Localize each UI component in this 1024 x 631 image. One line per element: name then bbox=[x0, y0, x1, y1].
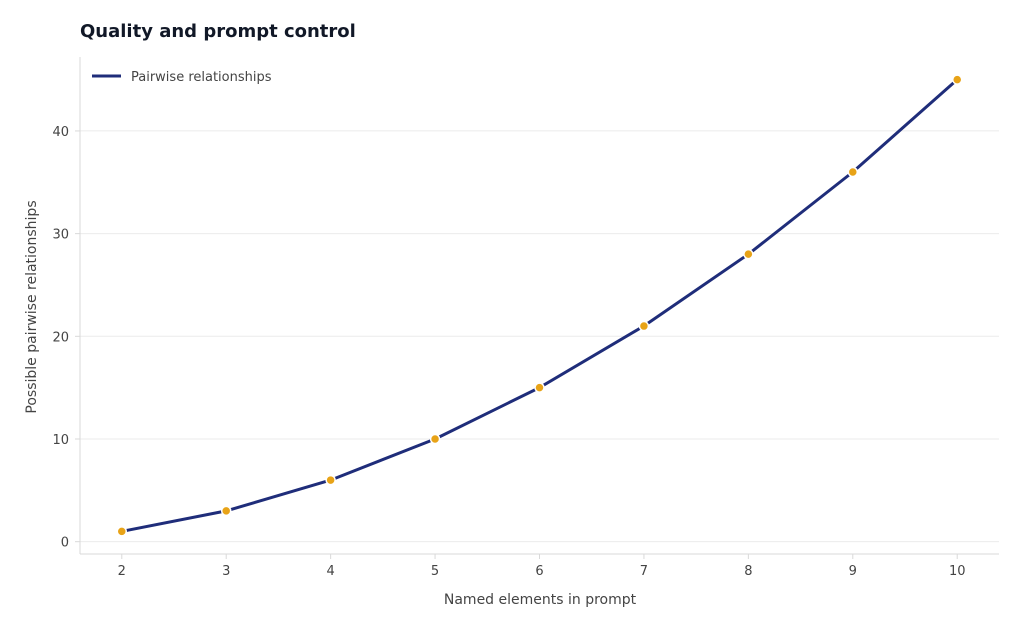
chart-title: Quality and prompt control bbox=[80, 21, 356, 42]
y-axis-label: Possible pairwise relationships bbox=[24, 200, 40, 413]
y-tick-label-0: 0 bbox=[61, 536, 69, 551]
grid-lines bbox=[80, 130, 999, 543]
x-tick-label-2: 4 bbox=[326, 564, 334, 579]
data-point-8 bbox=[951, 74, 963, 85]
y-tick-labels: 0 10 20 30 40 bbox=[52, 125, 69, 551]
x-tick-label-4: 6 bbox=[535, 564, 543, 579]
x-tick-label-6: 8 bbox=[744, 564, 752, 579]
legend: Pairwise relationships bbox=[92, 70, 272, 85]
data-point-1 bbox=[220, 505, 232, 517]
data-point-5 bbox=[638, 320, 650, 332]
data-point-4 bbox=[534, 382, 545, 393]
x-tick-label-8: 10 bbox=[949, 564, 966, 579]
x-tick-label-1: 3 bbox=[222, 564, 230, 579]
data-point-3 bbox=[429, 433, 441, 445]
x-tick-label-3: 5 bbox=[431, 564, 439, 579]
x-tick-label-0: 2 bbox=[118, 564, 126, 579]
y-tick-label-4: 40 bbox=[52, 125, 69, 140]
axes bbox=[75, 57, 999, 559]
data-point-7 bbox=[847, 166, 859, 178]
x-axis-label: Named elements in prompt bbox=[444, 592, 637, 608]
data-point-0 bbox=[116, 526, 128, 537]
legend-label: Pairwise relationships bbox=[131, 70, 272, 85]
x-tick-label-7: 9 bbox=[849, 564, 857, 579]
y-tick-label-3: 30 bbox=[52, 228, 69, 243]
x-tick-label-5: 7 bbox=[640, 564, 648, 579]
series-group bbox=[116, 74, 963, 537]
y-tick-label-2: 20 bbox=[52, 330, 69, 345]
data-point-2 bbox=[325, 474, 336, 486]
series-line-0 bbox=[120, 78, 959, 533]
data-point-6 bbox=[743, 248, 754, 260]
y-tick-label-1: 10 bbox=[52, 433, 69, 448]
x-tick-labels: 2 3 4 5 6 7 8 9 10 bbox=[118, 564, 966, 579]
